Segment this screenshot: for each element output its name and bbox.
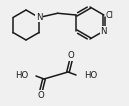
Text: HO: HO: [15, 72, 28, 80]
Text: HO: HO: [84, 70, 97, 80]
Text: O: O: [38, 91, 44, 100]
Text: N: N: [36, 13, 42, 22]
Text: N: N: [101, 26, 107, 36]
Text: Cl: Cl: [106, 10, 114, 20]
Text: O: O: [68, 52, 74, 61]
